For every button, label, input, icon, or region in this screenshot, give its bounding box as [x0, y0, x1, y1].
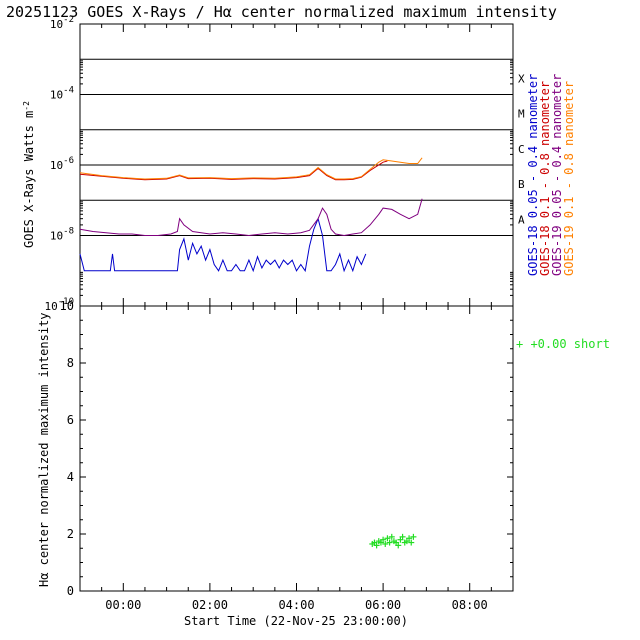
flare-class-label: X [518, 72, 525, 85]
halpha-point [373, 542, 380, 549]
flare-class-label: A [518, 213, 525, 226]
halpha-y-tick-label: 0 [67, 584, 74, 598]
flare-class-label: C [518, 143, 525, 156]
legend-entry: GOES-19 0.05 - 0.4 nanometer [550, 74, 564, 276]
x-axis-label: Start Time (22-Nov-25 23:00:00) [184, 614, 408, 628]
halpha-point [408, 539, 415, 546]
legend-entry: GOES-18 0.05 - 0.4 nanometer [526, 74, 540, 276]
halpha-annotation: + +0.00 short [516, 337, 610, 351]
xray-series-line [79, 160, 388, 181]
halpha-y-tick-label: 10 [60, 299, 74, 313]
halpha-point [384, 535, 391, 542]
halpha-plot-frame [79, 305, 514, 592]
halpha-point [386, 539, 393, 546]
xray-y-axis-label: GOES X-Rays Watts m-2 [22, 101, 37, 248]
xray-y-tick-label: 10-2 [50, 15, 74, 31]
halpha-y-tick-label: 8 [67, 356, 74, 370]
xray-series-line [79, 198, 423, 237]
legend-entry: GOES-18 0.1 - 0.8 nanometer [538, 81, 552, 276]
xray-y-tick-label: 10-6 [50, 156, 74, 172]
legend-entry: GOES-19 0.1 - 0.8 nanometer [562, 81, 576, 276]
x-tick-label: 02:00 [192, 598, 228, 612]
halpha-point [406, 535, 413, 542]
xray-series-line [79, 217, 367, 273]
x-tick-label: 08:00 [452, 598, 488, 612]
x-tick-label: 00:00 [105, 598, 141, 612]
xray-panel: 10-10 10-8 10-6 10-4 10-2 A B C M X GOES X-Rays … [22, 15, 577, 313]
chart-title: 20251123 GOES X-Rays / Hα center normali… [6, 3, 557, 21]
halpha-y-axis-label: Hα center normalized maximum intensity [37, 312, 51, 587]
flare-class-label: B [518, 178, 525, 191]
halpha-y-tick-label: 6 [67, 413, 74, 427]
halpha-point [395, 542, 402, 549]
halpha-panel: 0 2 4 6 8 10 00:00 02:00 04:00 06:00 08:00 Hα cen… [37, 24, 610, 628]
xray-y-tick-label: 10-10 [44, 297, 74, 313]
halpha-point [380, 536, 387, 543]
halpha-y-tick-label: 2 [67, 527, 74, 541]
halpha-point [399, 533, 406, 540]
halpha-point [410, 533, 417, 540]
x-tick-label: 06:00 [365, 598, 401, 612]
xray-series-line [79, 157, 423, 180]
xray-y-tick-label: 10-4 [50, 86, 74, 102]
halpha-point [388, 533, 395, 540]
xray-y-tick-label: 10-8 [50, 227, 74, 243]
flare-class-label: M [518, 108, 525, 121]
x-tick-label: 04:00 [278, 598, 314, 612]
halpha-y-tick-label: 4 [67, 470, 74, 484]
halpha-point [382, 540, 389, 547]
